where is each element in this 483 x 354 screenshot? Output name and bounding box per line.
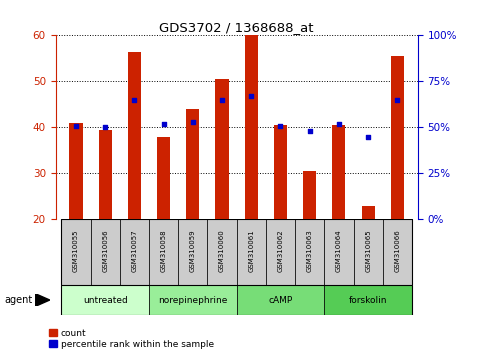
Bar	[245, 35, 258, 219]
Bar	[178, 219, 208, 285]
Text: GSM310058: GSM310058	[161, 230, 167, 272]
Text: GSM310059: GSM310059	[190, 230, 196, 272]
Point	[277, 123, 284, 129]
Text: GSM310061: GSM310061	[248, 229, 254, 272]
Bar	[237, 219, 266, 285]
Bar	[128, 51, 141, 219]
Bar	[61, 219, 91, 285]
Bar	[324, 285, 412, 315]
Bar	[157, 137, 170, 219]
Point	[130, 97, 138, 103]
Text: GSM310057: GSM310057	[131, 230, 138, 272]
Text: GSM310060: GSM310060	[219, 229, 225, 272]
Polygon shape	[35, 294, 50, 306]
Legend: count, percentile rank within the sample: count, percentile rank within the sample	[48, 328, 214, 349]
Text: agent: agent	[5, 295, 33, 305]
Text: GSM310065: GSM310065	[365, 230, 371, 272]
Bar	[208, 219, 237, 285]
Bar	[332, 125, 345, 219]
Point	[364, 134, 372, 139]
Bar	[383, 219, 412, 285]
Bar	[266, 219, 295, 285]
Bar	[303, 171, 316, 219]
Bar	[149, 219, 178, 285]
Bar	[237, 285, 324, 315]
Point	[72, 123, 80, 129]
Bar	[274, 125, 287, 219]
Bar	[362, 206, 375, 219]
Text: GSM310056: GSM310056	[102, 230, 108, 272]
Bar	[391, 56, 404, 219]
Point	[306, 128, 313, 134]
Point	[160, 121, 168, 127]
Text: GSM310063: GSM310063	[307, 229, 313, 272]
Text: GSM310062: GSM310062	[278, 230, 284, 272]
Text: GSM310066: GSM310066	[394, 229, 400, 272]
Point	[189, 119, 197, 125]
Text: norepinephrine: norepinephrine	[158, 296, 227, 304]
Text: GSM310055: GSM310055	[73, 230, 79, 272]
Text: untreated: untreated	[83, 296, 128, 304]
Bar	[324, 219, 354, 285]
Text: GSM310064: GSM310064	[336, 230, 342, 272]
Text: forskolin: forskolin	[349, 296, 387, 304]
Bar	[149, 285, 237, 315]
Bar	[70, 123, 83, 219]
Bar	[61, 285, 149, 315]
Bar	[354, 219, 383, 285]
Bar	[215, 79, 228, 219]
Point	[218, 97, 226, 103]
Point	[335, 121, 343, 127]
Bar	[186, 109, 199, 219]
Bar	[295, 219, 324, 285]
Text: cAMP: cAMP	[269, 296, 293, 304]
Title: GDS3702 / 1368688_at: GDS3702 / 1368688_at	[159, 21, 314, 34]
Point	[394, 97, 401, 103]
Point	[247, 93, 255, 99]
Bar	[99, 130, 112, 219]
Point	[101, 125, 109, 130]
Bar	[91, 219, 120, 285]
Bar	[120, 219, 149, 285]
